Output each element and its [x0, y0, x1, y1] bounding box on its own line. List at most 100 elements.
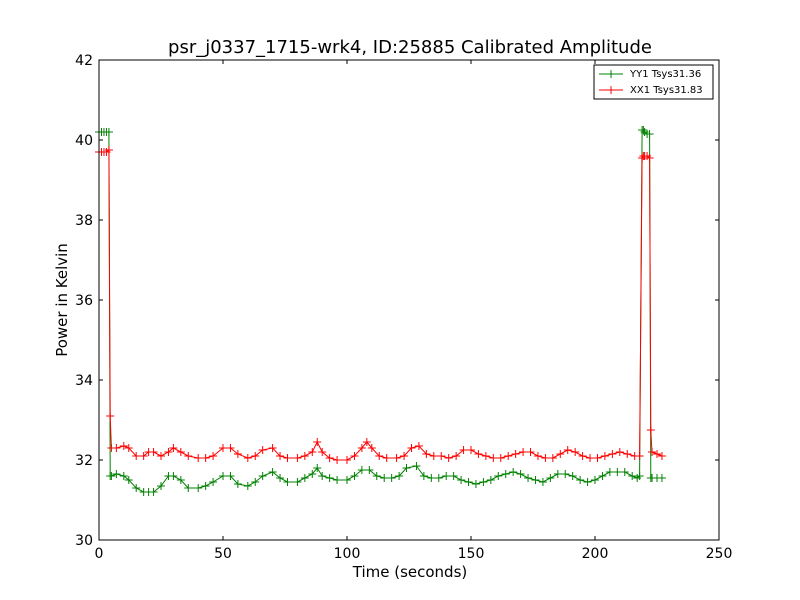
data-point	[623, 450, 632, 458]
data-point	[169, 472, 178, 480]
data-point	[157, 452, 165, 460]
data-point	[365, 466, 374, 474]
data-point	[571, 448, 580, 456]
data-point	[201, 454, 210, 462]
data-point	[427, 474, 436, 482]
data-point	[300, 452, 309, 460]
data-point	[104, 128, 113, 136]
data-point	[464, 478, 473, 486]
data-point	[452, 452, 461, 460]
data-point	[350, 472, 359, 480]
data-point	[283, 454, 292, 462]
data-point	[209, 452, 218, 460]
y-tick-label: 40	[75, 133, 93, 149]
data-point	[268, 468, 277, 476]
data-point	[112, 470, 121, 478]
x-tick-label: 0	[95, 546, 104, 562]
data-point	[563, 446, 572, 454]
data-point	[219, 444, 227, 452]
data-point	[578, 452, 587, 460]
data-point	[119, 472, 128, 480]
data-point	[402, 464, 411, 472]
data-point	[164, 448, 173, 456]
data-point	[107, 472, 116, 480]
data-point	[419, 472, 428, 480]
y-tick-label: 30	[75, 533, 93, 549]
y-tick-label: 34	[75, 373, 93, 389]
data-point	[613, 468, 622, 476]
data-point	[258, 472, 267, 480]
data-point	[501, 470, 510, 478]
data-point	[479, 478, 488, 486]
data-point	[434, 474, 443, 482]
data-point	[414, 442, 423, 450]
data-point	[124, 444, 133, 452]
data-point	[226, 472, 235, 480]
data-point	[653, 450, 661, 458]
data-point	[258, 446, 267, 454]
data-point	[568, 472, 577, 480]
data-point	[645, 154, 654, 162]
x-tick-label: 250	[706, 546, 733, 562]
data-point	[176, 476, 185, 484]
data-point	[648, 448, 657, 456]
data-point	[343, 476, 351, 484]
data-point	[407, 444, 416, 452]
data-point	[556, 450, 565, 458]
data-point	[412, 462, 421, 470]
data-point	[546, 474, 555, 482]
data-point	[333, 476, 342, 484]
data-point	[308, 470, 317, 478]
data-point	[157, 482, 165, 490]
legend-marker-yy1: +	[606, 67, 616, 81]
data-point	[509, 468, 518, 476]
data-point	[457, 476, 466, 484]
data-point	[308, 448, 317, 456]
data-point	[541, 454, 550, 462]
data-point	[104, 146, 113, 154]
plot-frame	[98, 59, 720, 541]
x-tick-label: 50	[214, 546, 232, 562]
data-point	[132, 484, 141, 492]
data-point	[243, 482, 252, 490]
data-point	[474, 450, 483, 458]
data-point	[382, 454, 391, 462]
data-point	[184, 452, 193, 460]
data-point	[124, 476, 133, 484]
data-point	[467, 446, 475, 454]
data-point	[635, 452, 644, 460]
data-point	[251, 478, 260, 486]
data-point	[233, 480, 242, 488]
data-point	[422, 450, 431, 458]
data-point	[362, 438, 371, 446]
data-point	[531, 476, 540, 484]
data-point	[591, 476, 599, 484]
data-point	[598, 472, 607, 480]
y-tick-label: 42	[75, 53, 93, 69]
data-point	[106, 412, 115, 420]
data-point	[357, 444, 366, 452]
y-tick-label: 36	[75, 293, 93, 309]
data-point	[437, 452, 446, 460]
data-point	[201, 482, 210, 490]
data-point	[639, 126, 648, 134]
legend-box	[593, 64, 714, 100]
data-point	[524, 474, 533, 482]
data-point	[112, 444, 121, 452]
series-1	[95, 146, 666, 464]
data-point	[645, 130, 654, 138]
series-line	[99, 148, 663, 461]
data-point	[444, 454, 453, 462]
data-point	[318, 448, 327, 456]
data-point	[325, 474, 334, 482]
data-point	[293, 478, 302, 486]
data-point	[395, 472, 404, 480]
data-point	[657, 452, 666, 460]
x-tick-label: 150	[458, 546, 485, 562]
data-point	[511, 450, 520, 458]
data-point	[119, 442, 128, 450]
data-point	[209, 478, 218, 486]
data-point	[548, 454, 557, 462]
data-point	[605, 468, 614, 476]
